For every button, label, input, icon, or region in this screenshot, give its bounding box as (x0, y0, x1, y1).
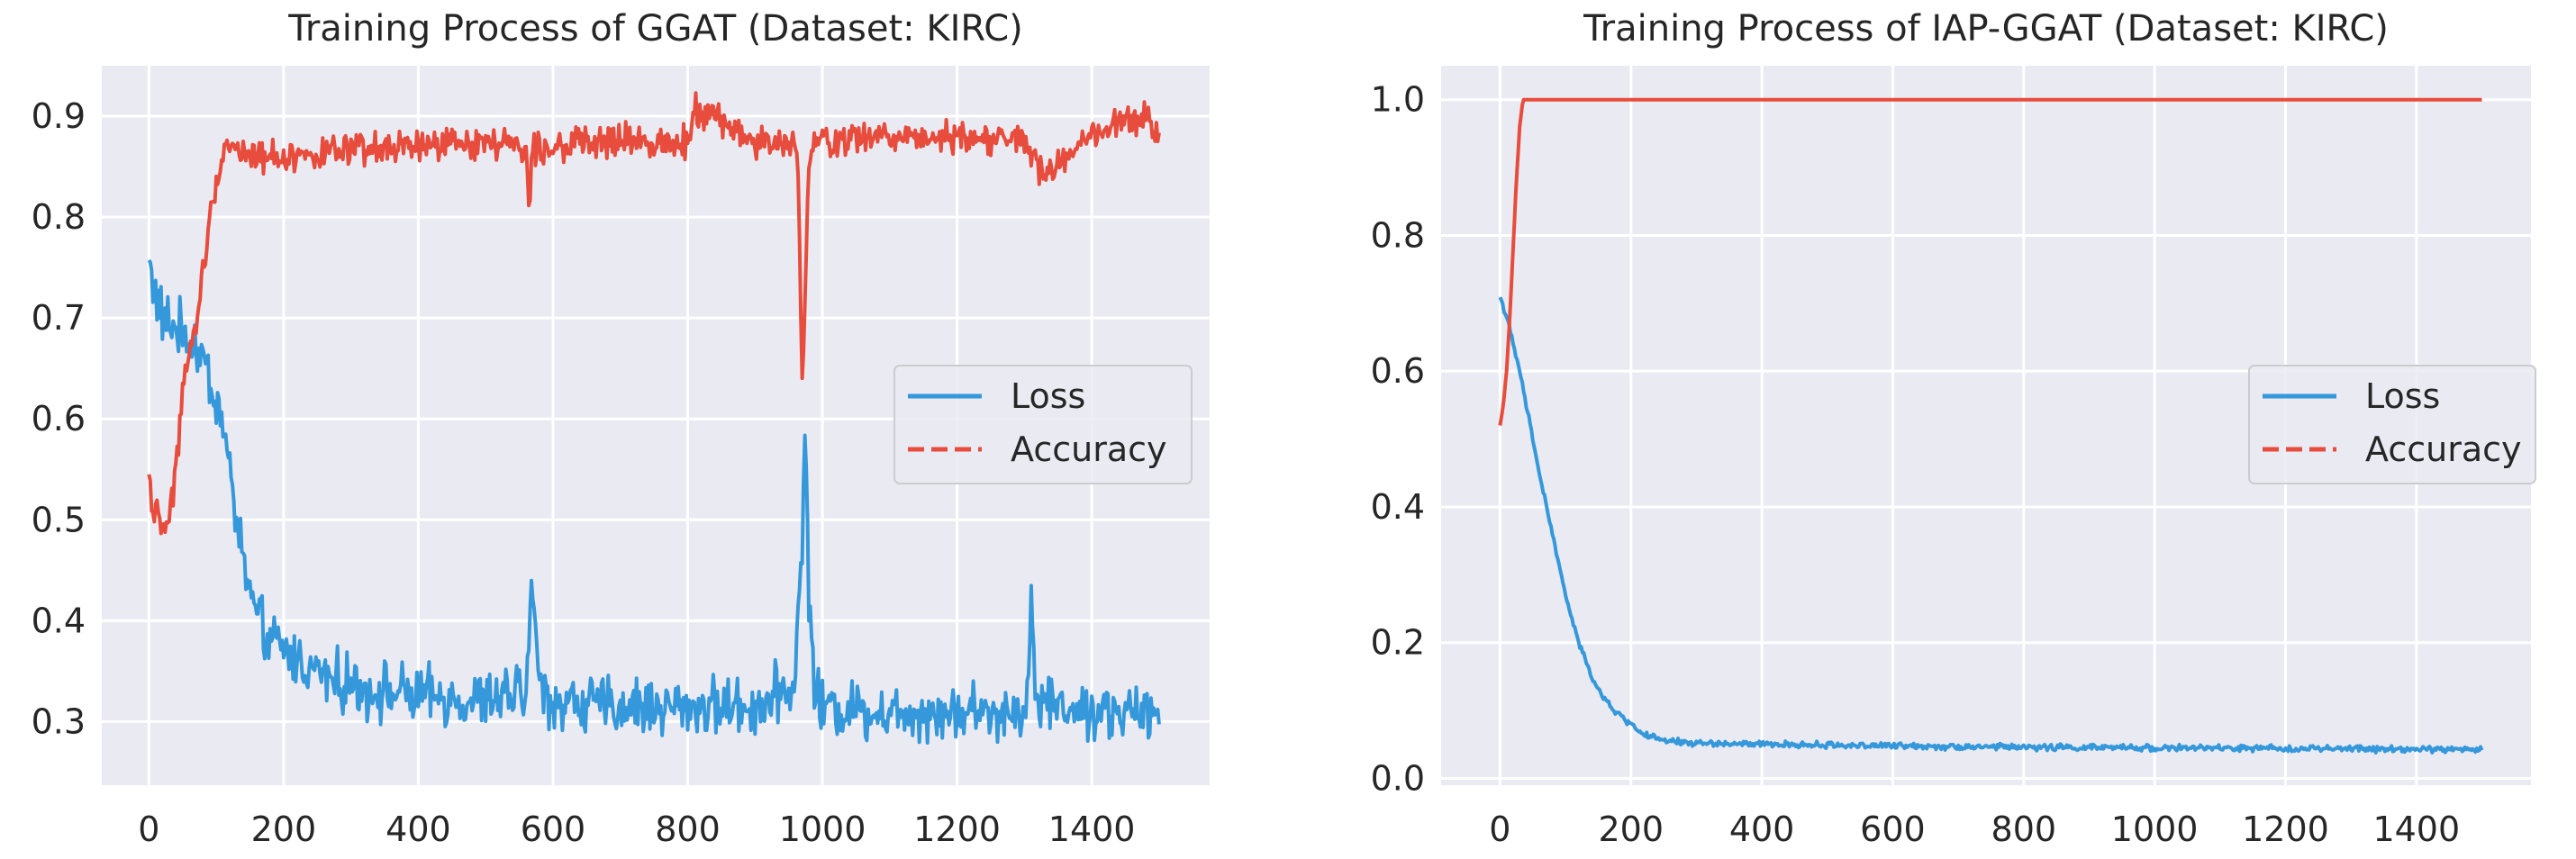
chart-ggat: Training Process of GGAT (Dataset: KIRC)… (32, 8, 1210, 849)
y-tick-labels: 0.0 0.2 0.4 0.6 0.8 1.0 (1371, 80, 1425, 799)
chart-title: Training Process of GGAT (Dataset: KIRC) (287, 8, 1022, 50)
y-tick-label: 0.2 (1371, 623, 1425, 663)
x-tick-label: 600 (521, 809, 586, 849)
x-tick-label: 400 (385, 809, 451, 849)
y-tick-label: 0.0 (1371, 758, 1425, 798)
y-tick-labels: 0.3 0.4 0.5 0.6 0.7 0.8 0.9 (32, 96, 86, 741)
legend-label-accuracy: Accuracy (1011, 430, 1167, 469)
series-line-loss (147, 258, 1161, 745)
x-tick-label: 0 (1489, 809, 1510, 849)
series-line-accuracy (1498, 97, 2482, 426)
y-tick-label: 0.9 (32, 96, 86, 136)
x-tick-label: 1200 (913, 809, 1001, 849)
x-tick-label: 1400 (2372, 809, 2460, 849)
x-tick-label: 600 (1860, 809, 1926, 849)
x-tick-label: 1200 (2242, 809, 2329, 849)
chart-iap-ggat: Training Process of IAP-GGAT (Dataset: K… (1371, 8, 2536, 849)
x-tick-label: 1000 (779, 809, 866, 849)
x-tick-label: 1400 (1048, 809, 1136, 849)
y-tick-label: 0.8 (32, 197, 86, 237)
legend-label-accuracy: Accuracy (2365, 430, 2522, 469)
x-tick-label: 200 (251, 809, 317, 849)
x-tick-label: 400 (1729, 809, 1795, 849)
y-tick-label: 0.6 (32, 399, 86, 439)
series-layer (1498, 97, 2484, 755)
y-tick-label: 1.0 (1371, 80, 1425, 120)
legend: Loss Accuracy (893, 365, 1193, 484)
x-tick-label: 800 (1991, 809, 2057, 849)
series-line-accuracy (147, 91, 1161, 536)
series-layer (147, 91, 1161, 745)
x-tick-label: 0 (138, 809, 159, 849)
x-tick-labels: 0 200 400 600 800 1000 1200 1400 (1489, 809, 2460, 849)
y-tick-label: 0.4 (32, 601, 86, 640)
chart-title: Training Process of IAP-GGAT (Dataset: K… (1583, 8, 2389, 50)
legend-label-loss: Loss (1011, 376, 1085, 416)
x-tick-label: 200 (1598, 809, 1664, 849)
x-tick-label: 800 (655, 809, 721, 849)
legend: Loss Accuracy (2248, 365, 2536, 484)
y-tick-label: 0.5 (32, 500, 86, 539)
x-grid (147, 66, 1093, 785)
legend-label-loss: Loss (2365, 376, 2440, 416)
y-tick-label: 0.4 (1371, 487, 1425, 527)
x-tick-label: 1000 (2111, 809, 2199, 849)
y-tick-label: 0.3 (32, 701, 86, 741)
y-tick-label: 0.8 (1371, 215, 1425, 255)
y-tick-label: 0.6 (1371, 351, 1425, 391)
x-tick-labels: 0 200 400 600 800 1000 1200 1400 (138, 809, 1135, 849)
y-tick-label: 0.7 (32, 298, 86, 338)
series-line-loss (1498, 296, 2484, 755)
